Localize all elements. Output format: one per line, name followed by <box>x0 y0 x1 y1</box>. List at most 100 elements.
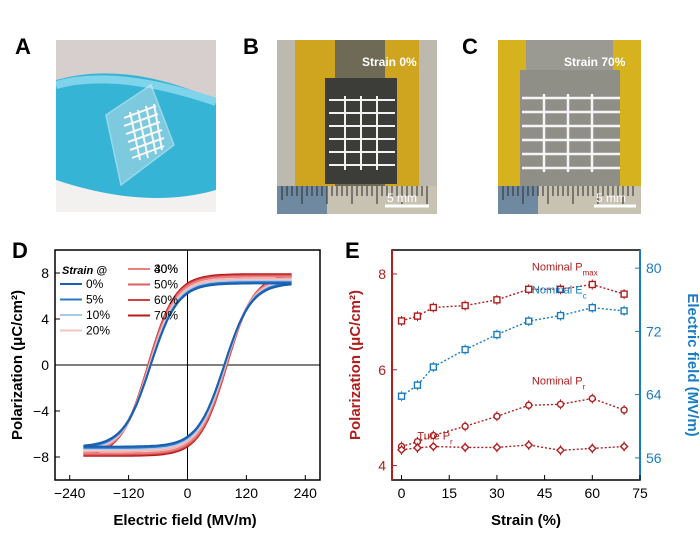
chart-e-marker <box>428 441 438 451</box>
chart-d-legend-label: 0% <box>86 277 104 291</box>
chart-e-marker <box>588 303 597 312</box>
chart-e-ytick-left-label: 4 <box>378 458 386 474</box>
chart-e-marker <box>492 442 502 452</box>
chart-e-xlabel: Strain (%) <box>491 512 561 529</box>
scale-label-b: 5 mm <box>387 191 417 205</box>
chart-d-ytick-label: −8 <box>33 449 49 465</box>
chart-e-series-label: Nominal Pr <box>532 376 586 392</box>
chart-d-ytick-label: −4 <box>33 403 49 419</box>
chart-e-marker <box>620 290 628 298</box>
chart-e-marker <box>429 303 438 312</box>
chart-d-xlabel: Electric field (MV/m) <box>113 512 256 529</box>
panel-label-d: D <box>12 238 28 263</box>
photo-strain-70: Strain 70% 5 mm <box>498 40 641 214</box>
chart-d-legend-label: 70% <box>154 309 178 323</box>
chart-d-legend-label: 40% <box>154 262 178 276</box>
strain-label-b: Strain 0% <box>362 55 417 69</box>
chart-e-series-label: Nominal Ec <box>532 285 587 301</box>
chart-e-marker <box>493 412 501 420</box>
chart-e-marker <box>556 400 565 408</box>
chart-e-series-line <box>401 306 625 397</box>
chart-d-xtick-label: 120 <box>235 485 259 501</box>
chart-e-marker <box>525 285 533 293</box>
chart-d-xtick-label: −240 <box>54 485 86 501</box>
chart-d-legend-label: 10% <box>86 308 110 322</box>
photo-c-illustration: Strain 70% 5 mm <box>498 40 641 214</box>
photo-a-illustration <box>56 40 216 212</box>
chart-d-legend-label: 20% <box>86 324 110 338</box>
chart-e-frame <box>391 249 641 481</box>
chart-e-ytick-right-label: 72 <box>646 323 662 339</box>
chart-e-series-label-sub: r <box>583 382 586 391</box>
chart-d-ylabel: Polarization (μC/cm²) <box>9 290 26 440</box>
chart-e-marker <box>413 312 422 320</box>
chart-e-marker <box>429 431 438 440</box>
chart-e-xtick-label: 0 <box>398 485 406 501</box>
photo-strain-0: Strain 0% 5 mm <box>277 40 437 214</box>
chart-e-marker <box>413 381 422 389</box>
chart-e-xtick-label: 45 <box>537 485 553 501</box>
panel-label-c: C <box>462 34 478 59</box>
chart-e-marker <box>620 307 628 315</box>
scale-label-c: 5 mm <box>596 191 626 205</box>
chart-e-marker <box>588 280 597 289</box>
chart-d-xtick-label: 0 <box>184 485 192 501</box>
chart-e-marker <box>412 443 422 453</box>
chart-e-marker <box>461 301 469 310</box>
chart-e-series-line <box>401 283 625 322</box>
chart-d-legend-label: 5% <box>86 293 104 307</box>
strain-label-c: Strain 70% <box>564 55 626 69</box>
panel-label-b: B <box>243 34 259 59</box>
chart-d-xtick-label: −120 <box>113 485 145 501</box>
chart-e-marker <box>429 363 438 371</box>
chart-e-marker <box>524 440 534 450</box>
panel-label-a: A <box>15 34 31 59</box>
chart-d-ytick-label: 4 <box>41 311 49 327</box>
panel-label-e: E <box>345 238 360 263</box>
chart-e-series-label-sub: r <box>450 437 453 446</box>
chart-e-xtick-label: 15 <box>441 485 457 501</box>
chart-e-ylabel-right: Electric field (MV/m) <box>684 293 700 436</box>
photo-device-on-balloon <box>56 40 216 212</box>
chart-e-marker <box>397 445 407 455</box>
chart-e-marker <box>493 296 501 304</box>
chart-e-ylabel-left: Polarization (μC/cm²) <box>347 290 364 440</box>
chart-e-marker <box>460 442 470 452</box>
chart-d-ytick-label: 0 <box>41 357 49 373</box>
chart-d-ytick-label: 8 <box>41 265 49 281</box>
chart-e-ytick-right-label: 80 <box>646 260 662 276</box>
chart-d-hysteresis: Polarization (μC/cm²) Electric field (MV… <box>9 249 321 529</box>
chart-e-xtick-label: 60 <box>585 485 601 501</box>
chart-e-series-label-sub: max <box>583 268 598 277</box>
chart-e-marker <box>556 445 566 455</box>
chart-e-xtick-label: 30 <box>489 485 505 501</box>
chart-e-ytick-right-label: 64 <box>646 387 662 403</box>
chart-e-series-label: Ture Pr <box>417 430 453 446</box>
chart-e-series-label-sub: c <box>583 291 587 300</box>
chart-e-ytick-left-label: 6 <box>378 362 386 378</box>
chart-e-marker <box>588 394 597 403</box>
chart-e-marker <box>525 401 533 409</box>
chart-e-marker <box>587 443 597 453</box>
chart-d-loop-0pct <box>83 282 292 448</box>
chart-e-series-line <box>401 444 625 452</box>
chart-d-legend-label: 30% <box>154 262 178 276</box>
photo-b-illustration: Strain 0% 5 mm <box>277 40 437 214</box>
chart-d-xtick-label: 240 <box>294 485 318 501</box>
chart-d-legend-label: 60% <box>154 293 178 307</box>
chart-e-marker <box>556 311 565 320</box>
chart-e-marker <box>397 392 406 400</box>
chart-e-ytick-right-label: 56 <box>646 450 662 466</box>
chart-d-legend-label: 50% <box>154 278 178 292</box>
chart-e-marker <box>461 345 469 354</box>
chart-e-marker <box>556 285 565 293</box>
chart-e-marker <box>493 330 501 339</box>
chart-e-series-label: Nominal Pmax <box>532 262 598 278</box>
chart-e-marker <box>525 317 533 325</box>
chart-e-marker <box>397 317 406 325</box>
chart-e-xtick-label: 75 <box>632 485 648 501</box>
chart-e-marker <box>620 406 628 414</box>
chart-d-legend-title: Strain @ <box>62 265 107 277</box>
chart-e-marker <box>619 441 629 451</box>
chart-e-ytick-left-label: 8 <box>378 266 386 282</box>
